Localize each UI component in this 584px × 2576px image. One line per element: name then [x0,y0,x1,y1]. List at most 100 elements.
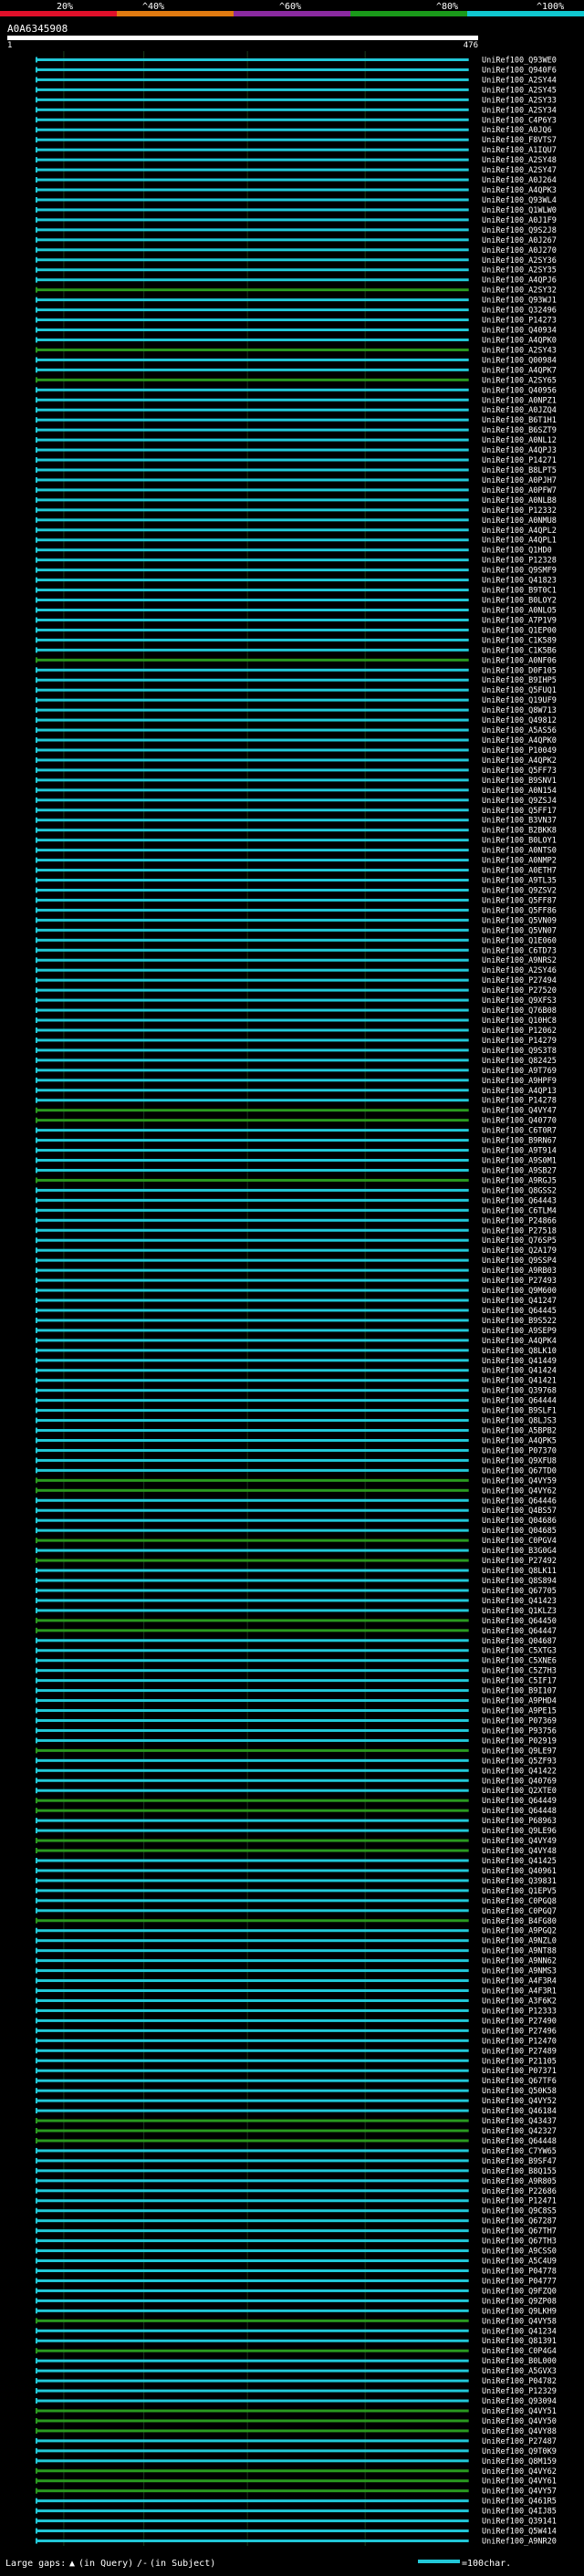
hit-label[interactable]: UniRef100_P14273 [482,317,557,326]
hit-row[interactable]: UniRef100_Q9C8S5 [35,2207,557,2216]
hit-row[interactable]: UniRef100_A4QPK0 [35,336,557,345]
hit-label[interactable]: UniRef100_Q2A179 [482,1246,557,1256]
hit-label[interactable]: UniRef100_P68963 [482,1817,557,1826]
hit-label[interactable]: UniRef100_Q67TF6 [482,2077,557,2086]
hit-row[interactable]: UniRef100_A0NLB8 [35,496,557,506]
hit-label[interactable]: UniRef100_Q1KLZ3 [482,1607,557,1616]
hit-label[interactable]: UniRef100_Q4VY49 [482,1837,557,1846]
hit-row[interactable]: UniRef100_B9SLF1 [35,1407,557,1416]
hit-label[interactable]: UniRef100_A0ETH7 [482,867,557,876]
hit-label[interactable]: UniRef100_B9RN67 [482,1137,557,1146]
hit-row[interactable]: UniRef100_A9NT88 [35,1947,557,1956]
hit-row[interactable]: UniRef100_Q4VY61 [35,2477,557,2487]
hit-row[interactable]: UniRef100_A0J267 [35,236,557,245]
hit-label[interactable]: UniRef100_C5XTG3 [482,1647,557,1656]
hit-row[interactable]: UniRef100_C6TLM4 [35,1206,557,1215]
hit-row[interactable]: UniRef100_P14273 [35,317,557,326]
hit-row[interactable]: UniRef100_Q8LJS3 [35,1417,557,1426]
hit-row[interactable]: UniRef100_A9SEP9 [35,1327,557,1336]
hit-label[interactable]: UniRef100_P04778 [482,2267,557,2276]
hit-row[interactable]: UniRef100_P12062 [35,1027,557,1036]
hit-row[interactable]: UniRef100_Q2XTE0 [35,1787,557,1796]
hit-label[interactable]: UniRef100_A2SY45 [482,86,557,95]
hit-label[interactable]: UniRef100_B9SNV1 [482,777,557,786]
hit-label[interactable]: UniRef100_C0P4G4 [482,2347,557,2356]
hit-row[interactable]: UniRef100_A3F6K2 [35,1997,557,2006]
hit-label[interactable]: UniRef100_A9NR20 [482,2538,557,2547]
hit-label[interactable]: UniRef100_A0PFW7 [482,486,557,495]
hit-label[interactable]: UniRef100_Q32496 [482,307,557,316]
hit-label[interactable]: UniRef100_P93756 [482,1726,557,1736]
hit-row[interactable]: UniRef100_Q4IJ85 [35,2508,557,2517]
hit-row[interactable]: UniRef100_C0PGQ8 [35,1897,557,1906]
hit-label[interactable]: UniRef100_A0NPZ1 [482,396,557,405]
hit-row[interactable]: UniRef100_P27494 [35,976,557,986]
hit-row[interactable]: UniRef100_B9S522 [35,1317,557,1326]
hit-label[interactable]: UniRef100_A9NN62 [482,1957,557,1966]
hit-row[interactable]: UniRef100_A2SY45 [35,86,557,95]
hit-label[interactable]: UniRef100_Q1E060 [482,936,557,945]
hit-row[interactable]: UniRef100_Q81391 [35,2337,557,2346]
hit-label[interactable]: UniRef100_Q8LK11 [482,1567,557,1576]
hit-label[interactable]: UniRef100_A9HPF9 [482,1077,557,1086]
hit-row[interactable]: UniRef100_A4QPJ6 [35,276,557,286]
hit-row[interactable]: UniRef100_Q49812 [35,716,557,725]
hit-row[interactable]: UniRef100_P14279 [35,1037,557,1046]
hit-row[interactable]: UniRef100_A9TL35 [35,877,557,886]
hit-row[interactable]: UniRef100_Q4VY59 [35,1476,557,1486]
hit-label[interactable]: UniRef100_Q9S3T8 [482,1047,557,1056]
hit-row[interactable]: UniRef100_Q41234 [35,2327,557,2336]
hit-label[interactable]: UniRef100_Q5FF86 [482,906,557,915]
hit-row[interactable]: UniRef100_P12328 [35,557,557,566]
hit-row[interactable]: UniRef100_Q00984 [35,356,557,365]
hit-row[interactable]: UniRef100_A0J270 [35,246,557,256]
hit-label[interactable]: UniRef100_A4QPK7 [482,366,557,375]
hit-label[interactable]: UniRef100_P12333 [482,2007,557,2016]
hit-row[interactable]: UniRef100_Q1EPV5 [35,1887,557,1896]
hit-row[interactable]: UniRef100_B0LOY2 [35,597,557,606]
hit-row[interactable]: UniRef100_Q5VN07 [35,926,557,935]
hit-row[interactable]: UniRef100_C7YW65 [35,2147,557,2156]
hit-row[interactable]: UniRef100_Q50K58 [35,2087,557,2096]
hit-row[interactable]: UniRef100_Q9FZQ0 [35,2287,557,2296]
hit-label[interactable]: UniRef100_C1K589 [482,636,557,645]
hit-label[interactable]: UniRef100_A9T914 [482,1147,557,1156]
hit-label[interactable]: UniRef100_Q19UF9 [482,696,557,705]
hit-label[interactable]: UniRef100_Q41234 [482,2327,557,2336]
hit-row[interactable]: UniRef100_Q5FF73 [35,767,557,776]
hit-row[interactable]: UniRef100_Q9ZP08 [35,2297,557,2306]
hit-label[interactable]: UniRef100_Q64446 [482,1497,557,1506]
hit-row[interactable]: UniRef100_Q5VN09 [35,916,557,925]
hit-label[interactable]: UniRef100_Q40956 [482,386,557,395]
hit-label[interactable]: UniRef100_Q04685 [482,1527,557,1536]
hit-row[interactable]: UniRef100_Q1HD0 [35,547,552,556]
hit-row[interactable]: UniRef100_B6SZT9 [35,426,557,435]
hit-row[interactable]: UniRef100_A9PHD4 [35,1697,557,1706]
hit-label[interactable]: UniRef100_Q4VY50 [482,2417,557,2426]
hit-label[interactable]: UniRef100_Q9XFU8 [482,1456,557,1465]
hit-label[interactable]: UniRef100_Q93094 [482,2397,557,2406]
hit-row[interactable]: UniRef100_Q4VY57 [35,2487,557,2497]
hit-row[interactable]: UniRef100_Q43437 [35,2117,557,2126]
hit-row[interactable]: UniRef100_Q4VY51 [35,2407,557,2416]
hit-row[interactable]: UniRef100_Q82425 [35,1057,557,1066]
hit-label[interactable]: UniRef100_Q41423 [482,1597,557,1606]
hit-row[interactable]: UniRef100_Q39768 [35,1387,557,1396]
hit-label[interactable]: UniRef100_A0J264 [482,176,557,185]
hit-label[interactable]: UniRef100_Q40769 [482,1777,557,1786]
hit-label[interactable]: UniRef100_Q4VY59 [482,1476,557,1486]
hit-label[interactable]: UniRef100_A4QPK0 [482,736,557,746]
hit-label[interactable]: UniRef100_P12471 [482,2197,557,2206]
hit-label[interactable]: UniRef100_B9IHP5 [482,676,557,685]
hit-row[interactable]: UniRef100_A0J1F9 [35,216,557,225]
hit-label[interactable]: UniRef100_Q41421 [482,1377,557,1386]
hit-row[interactable]: UniRef100_P04777 [35,2277,557,2286]
hit-label[interactable]: UniRef100_P27520 [482,986,557,996]
hit-label[interactable]: UniRef100_Q41424 [482,1367,557,1376]
hit-label[interactable]: UniRef100_Q81391 [482,2337,557,2346]
hit-row[interactable]: UniRef100_A0NPZ1 [35,396,557,405]
hit-label[interactable]: UniRef100_C5Z7H3 [482,1667,557,1676]
hit-label[interactable]: UniRef100_Q4VY62 [482,2467,557,2477]
hit-label[interactable]: UniRef100_Q5FF17 [482,807,557,816]
hit-label[interactable]: UniRef100_C6TD73 [482,946,557,955]
